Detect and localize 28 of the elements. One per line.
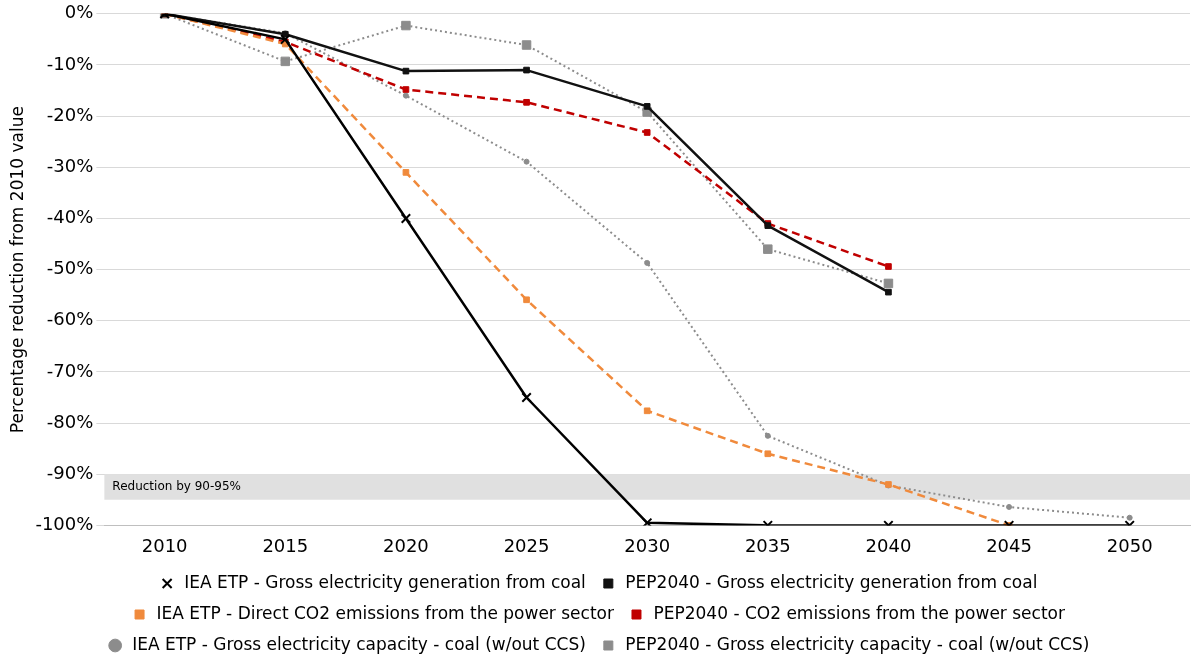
- legend-label: PEP2040 - CO2 emissions from the power sector: [653, 602, 1065, 623]
- x-tick-label: 2035: [744, 534, 791, 556]
- y-tick-label: -100%: [35, 513, 94, 535]
- x-tick-label: 2020: [383, 534, 429, 556]
- band-label: Reduction by 90-95%: [112, 479, 241, 494]
- legend-label: IEA ETP - Direct CO2 emissions from the power sector: [156, 602, 614, 623]
- legend-label: IEA ETP - Gross electricity generation from coal: [184, 571, 586, 592]
- x-tick-label: 2025: [503, 534, 550, 556]
- y-tick-label: -30%: [46, 154, 94, 176]
- x-tick-label: 2010: [141, 534, 188, 556]
- y-tick-label: -10%: [46, 52, 94, 74]
- x-tick-label: 2040: [865, 534, 912, 556]
- legend-label: PEP2040 - Gross electricity generation from coal: [625, 571, 1038, 592]
- y-tick-label: -40%: [46, 206, 94, 228]
- y-tick-label: -70%: [46, 359, 94, 381]
- y-tick-label: -80%: [46, 410, 94, 432]
- x-tick-label: 2030: [624, 534, 671, 556]
- y-tick-label: -20%: [46, 103, 94, 125]
- legend-label: PEP2040 - Gross electricity capacity - coal (w/out CCS): [625, 633, 1090, 654]
- legend-label: IEA ETP - Gross electricity capacity - coal (w/out CCS): [132, 633, 586, 654]
- y-tick-label: 0%: [64, 1, 94, 23]
- x-tick-label: 2045: [986, 534, 1032, 556]
- x-tick-label: 2050: [1106, 534, 1153, 556]
- x-tick-label: 2015: [262, 534, 309, 556]
- y-tick-label: -50%: [46, 257, 94, 279]
- y-tick-label: -90%: [46, 461, 94, 483]
- y-axis-title: Percentage reduction from 2010 value: [6, 106, 27, 434]
- y-tick-label: -60%: [46, 308, 94, 330]
